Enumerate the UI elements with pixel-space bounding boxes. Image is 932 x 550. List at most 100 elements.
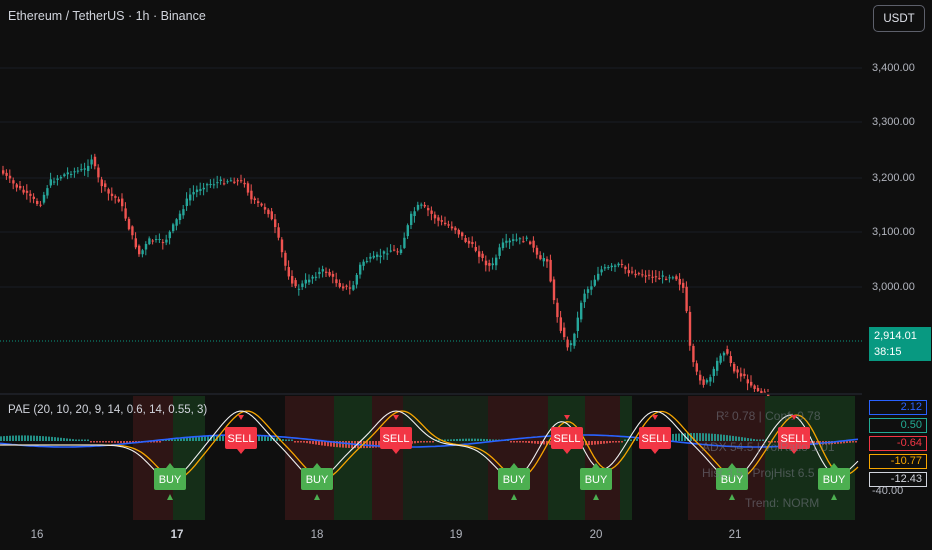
histogram-bar bbox=[27, 435, 29, 441]
candle-body bbox=[80, 169, 83, 171]
histogram-bar bbox=[705, 433, 707, 441]
histogram-bar bbox=[423, 441, 425, 443]
candle-body bbox=[440, 220, 443, 222]
histogram-bar bbox=[846, 441, 848, 444]
histogram-bar bbox=[96, 441, 98, 443]
candle-body bbox=[376, 254, 379, 257]
candle-body bbox=[576, 317, 579, 332]
candlestick-series bbox=[2, 153, 770, 397]
histogram-bar bbox=[537, 441, 539, 444]
candle-body bbox=[274, 219, 277, 228]
histogram-bar bbox=[444, 439, 446, 441]
overlay-stat-line: Trend: NORM bbox=[745, 496, 820, 510]
candle-body bbox=[491, 263, 494, 266]
histogram-bar bbox=[267, 436, 269, 441]
candle-body bbox=[580, 302, 583, 320]
histogram-bar bbox=[42, 436, 44, 441]
histogram-bar bbox=[465, 438, 467, 441]
buy-marker-pointer bbox=[592, 463, 600, 468]
histogram-bar bbox=[696, 433, 698, 441]
candle-body bbox=[552, 279, 556, 301]
sell-arrow bbox=[393, 415, 399, 420]
histogram-bar bbox=[594, 441, 596, 445]
histogram-bar bbox=[468, 438, 470, 441]
candle-body bbox=[756, 387, 760, 392]
candle-body bbox=[127, 218, 131, 230]
histogram-bar bbox=[480, 438, 482, 441]
histogram-bar bbox=[747, 438, 749, 441]
sell-marker-pointer bbox=[790, 449, 798, 454]
buy-marker-pointer bbox=[510, 463, 518, 468]
candle-body bbox=[36, 200, 39, 204]
histogram-bar bbox=[477, 438, 479, 441]
candle-body bbox=[478, 251, 481, 257]
price-tick: 3,300.00 bbox=[872, 116, 915, 128]
sell-marker bbox=[225, 427, 257, 449]
histogram-bar bbox=[534, 441, 536, 444]
candle-body bbox=[56, 178, 59, 180]
histogram-bar bbox=[294, 441, 296, 443]
histogram-bar bbox=[117, 441, 119, 443]
candle-body bbox=[294, 280, 297, 287]
candle-body bbox=[175, 219, 178, 226]
histogram-bar bbox=[729, 435, 731, 441]
candle-body bbox=[481, 253, 484, 259]
candle-body bbox=[454, 227, 457, 231]
histogram-bar bbox=[165, 439, 167, 441]
histogram-bar bbox=[99, 441, 101, 443]
histogram-bar bbox=[285, 439, 287, 441]
candle-body bbox=[386, 253, 389, 255]
candle-body bbox=[682, 282, 685, 288]
candle-body bbox=[257, 201, 260, 203]
histogram-bar bbox=[12, 435, 14, 441]
candle-body bbox=[134, 238, 137, 248]
histogram-bar bbox=[87, 439, 89, 441]
histogram-bar bbox=[546, 441, 548, 445]
candle-body bbox=[236, 180, 239, 182]
sell-marker bbox=[380, 427, 412, 449]
candle-body bbox=[433, 214, 437, 219]
candle-body bbox=[53, 181, 56, 183]
candle-body bbox=[161, 242, 165, 244]
candle-body bbox=[634, 273, 637, 276]
candle-body bbox=[321, 269, 324, 272]
candle-body bbox=[518, 238, 522, 240]
candle-body bbox=[665, 278, 668, 280]
histogram-bar bbox=[261, 436, 263, 441]
candle-body bbox=[325, 271, 328, 273]
candle-body bbox=[182, 209, 185, 216]
candle-body bbox=[767, 394, 770, 397]
price-tick: 3,100.00 bbox=[872, 226, 915, 238]
candle-body bbox=[260, 203, 263, 206]
candle-body bbox=[644, 275, 647, 277]
histogram-bar bbox=[300, 441, 302, 443]
histogram-bar bbox=[438, 439, 440, 441]
histogram-bar bbox=[123, 441, 125, 444]
time-tick: 17 bbox=[170, 529, 184, 541]
candle-body bbox=[648, 274, 651, 276]
indicator-value-red: -0.64 bbox=[869, 436, 927, 451]
histogram-bar bbox=[9, 435, 11, 441]
last-price-value: 2,914.01 bbox=[874, 330, 917, 342]
histogram-bar bbox=[24, 435, 26, 441]
overlay-stat-line: Hist 3.5 | ProjHist 6.5 bbox=[702, 466, 815, 480]
buy-arrow bbox=[167, 494, 173, 500]
indicator-label[interactable]: PAE (20, 10, 20, 9, 14, 0.6, 14, 0.55, 3… bbox=[8, 404, 208, 416]
indicator-tick: -40.00 bbox=[872, 485, 904, 497]
candle-body bbox=[267, 209, 270, 215]
currency-button[interactable]: USDT bbox=[873, 5, 925, 32]
histogram-bar bbox=[417, 441, 419, 443]
candle-body bbox=[525, 237, 528, 239]
sell-marker bbox=[551, 427, 583, 449]
candle-body bbox=[250, 190, 253, 200]
candle-body bbox=[314, 276, 318, 278]
candle-body bbox=[406, 225, 409, 237]
signal-band bbox=[585, 396, 620, 520]
histogram-bar bbox=[540, 441, 542, 445]
histogram-bar bbox=[132, 441, 134, 443]
symbol-title[interactable]: Ethereum / TetherUS · 1h · Binance bbox=[8, 9, 206, 23]
histogram-bar bbox=[213, 435, 215, 441]
candle-body bbox=[586, 289, 590, 293]
candle-body bbox=[542, 258, 545, 262]
